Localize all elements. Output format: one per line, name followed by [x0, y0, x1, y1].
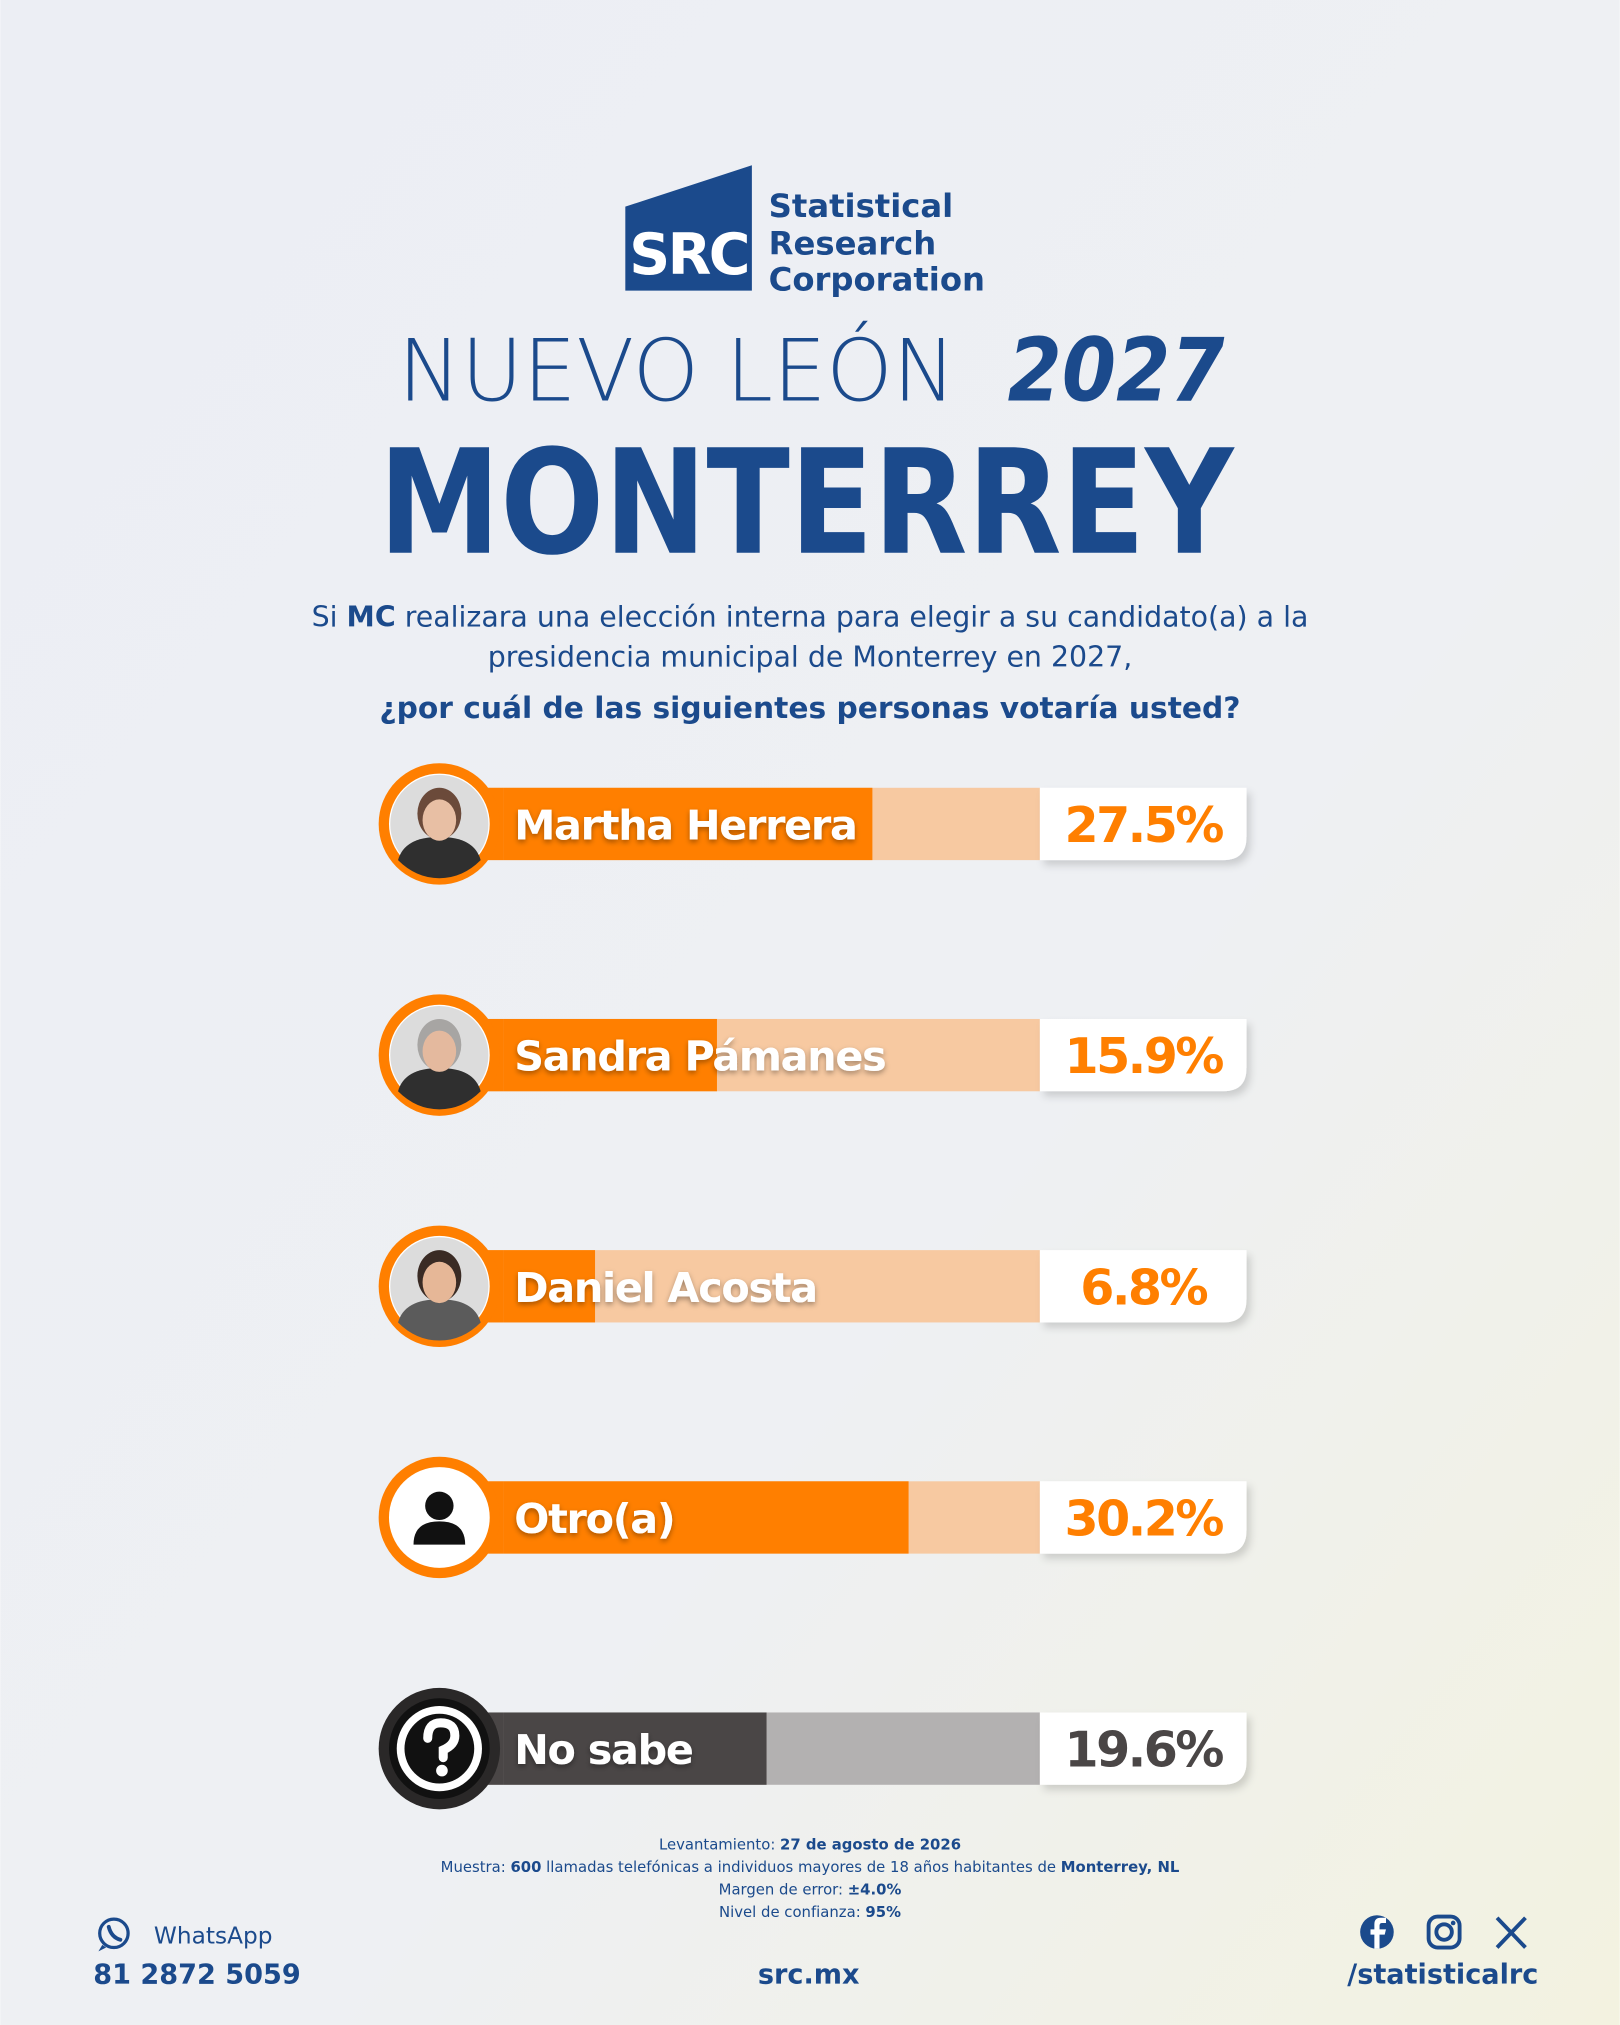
note-part: Nivel de confianza:: [719, 1903, 865, 1921]
value-label: 6.8%: [1080, 1258, 1207, 1316]
photo-shoulders: [398, 836, 481, 879]
whatsapp-icon: [98, 1917, 130, 1952]
value-box: [1039, 1712, 1247, 1785]
year: 2027: [1008, 318, 1225, 421]
question-line: presidencia municipal de Monterrey en 20…: [488, 640, 1133, 673]
value-box: [1039, 1481, 1247, 1554]
note-line: Levantamiento: 27 de agosto de 2026: [659, 1835, 961, 1853]
note-part: 27 de agosto de 2026: [780, 1835, 961, 1853]
value-box: [1039, 1250, 1247, 1323]
note-part: llamadas telefónicas a individuos mayore…: [541, 1858, 1060, 1876]
category-label: Martha Herrera: [514, 801, 856, 849]
category-label: Sandra Pámanes: [514, 1033, 885, 1081]
note-part: Levantamiento:: [659, 1835, 780, 1853]
photo-shoulders: [398, 1068, 481, 1110]
note-part: Margen de error:: [719, 1881, 848, 1899]
bar: [503, 787, 873, 861]
note-line: Margen de error: ±4.0%: [719, 1881, 902, 1899]
x-icon[interactable]: [1495, 1916, 1527, 1949]
logo: SRC Statistical Research Corporation: [625, 165, 985, 299]
instagram-icon[interactable]: [1426, 1914, 1462, 1950]
category-label: No sabe: [514, 1726, 693, 1774]
photo-face: [422, 799, 457, 841]
city: MONTERREY: [379, 420, 1236, 588]
value-label: 30.2%: [1065, 1490, 1224, 1548]
whatsapp-label: WhatsApp: [154, 1923, 273, 1950]
value-label: 15.9%: [1065, 1027, 1224, 1085]
photo-face: [422, 1261, 457, 1304]
logo-shape: [625, 165, 752, 291]
value-label: 27.5%: [1065, 796, 1224, 854]
note-part: 95%: [865, 1903, 901, 1921]
question-dot: [436, 1764, 448, 1777]
social-handle[interactable]: /statisticalrc: [1347, 1960, 1538, 1991]
methodology: Levantamiento: 27 de agosto de 2026 Muest…: [441, 1835, 1180, 1921]
question-bold: MC: [347, 600, 396, 633]
value-box: [1039, 787, 1247, 861]
question-emphasis: ¿por cuál de las siguientes personas vot…: [379, 691, 1240, 726]
facebook-icon[interactable]: [1360, 1915, 1394, 1949]
phone[interactable]: 81 2872 5059: [93, 1960, 301, 1991]
bar: [503, 1712, 767, 1785]
question-icon: [423, 1718, 460, 1763]
logo-text: Research: [769, 224, 937, 262]
photo-shoulders: [398, 1299, 481, 1341]
value-box: [1039, 1018, 1247, 1092]
category-label: Otro(a): [514, 1495, 674, 1543]
logo-text: Corporation: [769, 261, 985, 299]
question-line: Si MC realizara una elección interna par…: [312, 600, 1309, 633]
question-text: realizara una elección interna para eleg…: [396, 600, 1309, 633]
bar: [503, 1018, 717, 1092]
photo-face: [422, 1030, 457, 1072]
website[interactable]: src.mx: [758, 1960, 860, 1991]
category-label: Daniel Acosta: [514, 1264, 817, 1312]
bar: [503, 1250, 596, 1323]
note-line: Nivel de confianza: 95%: [719, 1903, 901, 1921]
note-line: Muestra: 600 llamadas telefónicas a indi…: [441, 1858, 1180, 1876]
bar-chart: Martha Herrera 27.5% Sandra Pámanes 15.9% Da…: [378, 763, 1247, 1810]
note-part: Monterrey, NL: [1061, 1858, 1180, 1876]
person-icon: [413, 1521, 466, 1545]
note-part: Muestra:: [441, 1858, 511, 1876]
note-part: 600: [510, 1858, 541, 1876]
bar: [503, 1481, 909, 1554]
note-part: ±4.0%: [848, 1881, 902, 1899]
value-label: 19.6%: [1065, 1721, 1224, 1779]
social-icons: [1360, 1914, 1527, 1950]
question-text: Si: [312, 600, 347, 633]
logo-mark: SRC: [629, 222, 748, 288]
person-icon: [425, 1491, 454, 1521]
region: NUEVO LEÓN: [398, 320, 956, 421]
logo-text: Statistical: [769, 187, 954, 225]
